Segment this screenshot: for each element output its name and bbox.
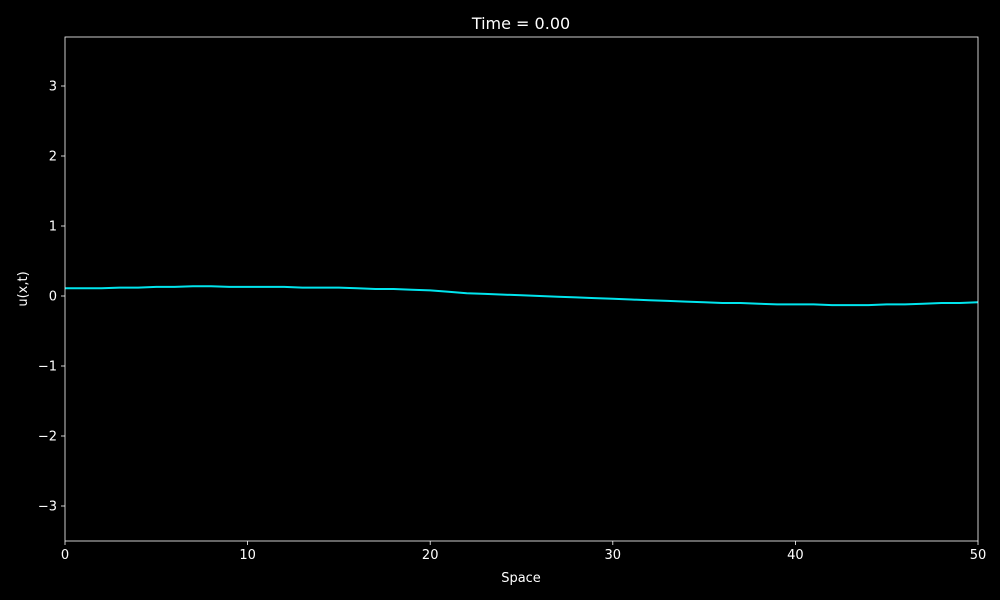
x-tick-label: 50 bbox=[970, 548, 987, 563]
y-axis-label: u(x,t) bbox=[16, 271, 31, 306]
series-line-0 bbox=[65, 285, 979, 307]
x-tick-label: 20 bbox=[422, 548, 439, 563]
y-tick-label: −2 bbox=[38, 430, 57, 445]
x-tick-label: 0 bbox=[61, 548, 69, 563]
x-tick-label: 40 bbox=[787, 548, 804, 563]
y-tick-label: 0 bbox=[49, 290, 57, 305]
y-tick-label: 2 bbox=[49, 150, 57, 165]
y-tick-label: 3 bbox=[49, 80, 57, 95]
chart-title: Time = 0.00 bbox=[471, 14, 570, 33]
y-tick-label: 1 bbox=[49, 220, 57, 235]
y-tick-label: −3 bbox=[38, 500, 57, 515]
x-tick-label: 10 bbox=[239, 548, 256, 563]
x-tick-label: 30 bbox=[605, 548, 622, 563]
plot-frame bbox=[64, 36, 979, 542]
y-tick-label: −1 bbox=[38, 360, 57, 375]
x-axis-label: Space bbox=[501, 571, 541, 586]
